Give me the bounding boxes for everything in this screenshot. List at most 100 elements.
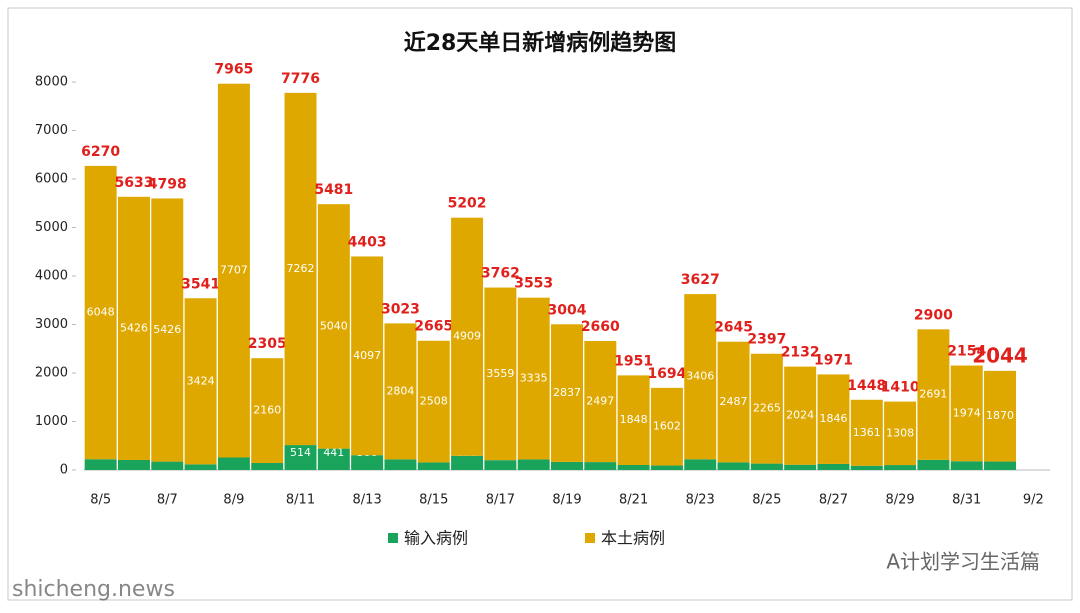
legend-label: 本土病例 — [601, 529, 665, 548]
data-label: 4097 — [353, 349, 381, 362]
bar-segment — [517, 459, 550, 470]
total-label: 3762 — [481, 266, 520, 282]
data-label: 1361 — [853, 426, 881, 439]
data-label: 2837 — [553, 386, 581, 399]
bar-segment — [251, 462, 284, 470]
bar-segment — [251, 358, 284, 463]
x-tick-label: 8/25 — [752, 493, 781, 508]
bar-segment — [117, 196, 150, 460]
y-tick-label: 3000 — [35, 317, 68, 332]
y-tick-label: 5000 — [35, 220, 68, 235]
x-tick-label: 8/11 — [286, 493, 315, 508]
total-label: 2900 — [914, 307, 953, 323]
bar-segment — [850, 465, 883, 470]
bar-segment — [750, 463, 783, 470]
data-label: 2024 — [786, 409, 814, 422]
data-label: 2487 — [720, 395, 748, 408]
bar-segment — [217, 83, 250, 458]
data-label: 2691 — [919, 388, 947, 401]
total-label: 6270 — [81, 144, 120, 160]
x-tick-label: 8/19 — [552, 493, 581, 508]
data-label: 1974 — [953, 406, 981, 419]
x-tick-label: 8/21 — [619, 493, 648, 508]
bar-segment — [584, 340, 617, 463]
x-tick-label: 8/5 — [90, 493, 111, 508]
data-label: 3559 — [486, 367, 514, 380]
watermark: A计划学习生活篇 — [886, 550, 1040, 574]
data-label: 5426 — [153, 323, 181, 336]
bar-segment — [417, 462, 450, 470]
bar-segment — [351, 455, 384, 470]
total-label: 3004 — [548, 302, 587, 318]
x-tick-label: 8/29 — [886, 493, 915, 508]
watermark: shicheng.news — [12, 577, 175, 602]
data-label: 1870 — [986, 409, 1014, 422]
total-label: 2305 — [248, 336, 287, 352]
bar-segment — [551, 461, 583, 470]
total-label: 1410 — [881, 380, 920, 396]
bar-segment — [484, 287, 517, 461]
bar-segment — [917, 329, 950, 460]
data-label: 441 — [323, 446, 344, 459]
total-label: 1694 — [647, 366, 686, 382]
x-tick-label: 8/15 — [419, 493, 448, 508]
bar-segment — [617, 375, 650, 466]
chart-title: 近28天单日新增病例趋势图 — [404, 30, 677, 56]
bar-segment — [151, 461, 184, 470]
y-tick-label: 4000 — [35, 269, 68, 284]
bar-segment — [384, 459, 417, 470]
bar-segment — [650, 465, 683, 470]
y-tick-label: 1000 — [35, 414, 68, 429]
total-label: 4403 — [348, 234, 387, 250]
data-label: 1308 — [886, 426, 914, 439]
total-label: 3627 — [681, 272, 720, 288]
total-label: 5481 — [314, 182, 353, 198]
bar-segment — [984, 461, 1017, 470]
data-label: 2508 — [420, 395, 448, 408]
bar-segment — [84, 459, 117, 470]
data-label: 3424 — [187, 374, 215, 387]
bar-segment — [284, 445, 317, 470]
total-label: 1971 — [814, 352, 853, 368]
legend-swatch — [585, 533, 595, 543]
bar-segment — [117, 459, 150, 470]
bar-segment — [850, 399, 883, 466]
total-label: 4798 — [148, 176, 187, 192]
bar-segment — [284, 92, 317, 446]
data-label: 3335 — [520, 372, 548, 385]
x-tick-label: 8/9 — [223, 493, 244, 508]
data-label: 1846 — [819, 412, 847, 425]
data-label: 5040 — [320, 319, 348, 332]
x-tick-label: 8/17 — [486, 493, 515, 508]
bar-segment — [717, 462, 750, 470]
data-label: 1602 — [653, 420, 681, 433]
data-label: 2497 — [586, 395, 614, 408]
data-label: 2265 — [753, 402, 781, 415]
total-label: 3553 — [514, 276, 553, 292]
y-tick-label: 8000 — [35, 75, 68, 90]
y-tick-label: 6000 — [35, 172, 68, 187]
data-label: 6048 — [87, 306, 115, 319]
total-label: 5633 — [114, 175, 153, 191]
total-label: 2665 — [414, 319, 453, 335]
bar-segment — [784, 464, 817, 470]
data-label: 7262 — [287, 262, 315, 275]
total-label: 3023 — [381, 301, 420, 317]
bar-segment — [184, 464, 217, 470]
data-label: 2804 — [386, 384, 414, 397]
bar-segment — [750, 353, 783, 464]
bar-segment — [151, 198, 184, 462]
total-label: 2645 — [714, 320, 753, 336]
total-label: 7776 — [281, 71, 320, 87]
total-label: 5202 — [448, 196, 487, 212]
bar-segment — [684, 294, 717, 460]
bar-segment — [950, 461, 983, 470]
total-label: 1951 — [614, 353, 653, 369]
bar-segment — [717, 341, 750, 463]
total-label: 2154 — [947, 344, 986, 360]
bar-segment — [384, 323, 417, 460]
total-label: 2397 — [747, 332, 786, 348]
bar-segment — [784, 366, 817, 465]
total-label: 2044 — [972, 343, 1028, 367]
